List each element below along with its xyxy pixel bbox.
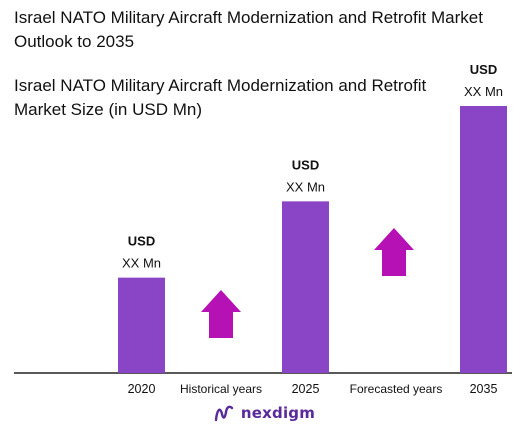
data-label-value-2035: XX Mn <box>464 84 503 99</box>
period-label-historical: Historical years <box>180 382 262 396</box>
data-label-currency-2025: USD <box>292 157 319 172</box>
tick-label-2025: 2025 <box>292 382 320 396</box>
tick-label-2020: 2020 <box>128 382 156 396</box>
bar-chart: USD XX Mn 2020 USD XX Mn 2025 USD XX Mn 2035 Hist… <box>14 62 512 396</box>
bar-2020 <box>118 277 165 373</box>
tick-label-2035: 2035 <box>470 382 498 396</box>
bar-2025 <box>282 201 329 373</box>
nexdigm-logo-icon <box>214 405 234 422</box>
brand-logo: nexdigm <box>0 400 528 426</box>
bar-2035 <box>460 106 507 373</box>
data-label-value-2020: XX Mn <box>122 256 161 271</box>
page-title: Israel NATO Military Aircraft Modernizat… <box>14 8 483 51</box>
period-label-forecasted: Forecasted years <box>350 382 443 396</box>
growth-arrow-historical-icon <box>201 290 241 338</box>
chart-title: Israel NATO Military Aircraft Modernizat… <box>14 76 427 119</box>
brand-name: nexdigm <box>240 404 316 422</box>
data-label-currency-2035: USD <box>470 62 497 77</box>
data-label-value-2025: XX Mn <box>286 179 325 194</box>
growth-arrow-forecast-icon <box>374 228 414 276</box>
data-label-currency-2020: USD <box>128 234 155 249</box>
